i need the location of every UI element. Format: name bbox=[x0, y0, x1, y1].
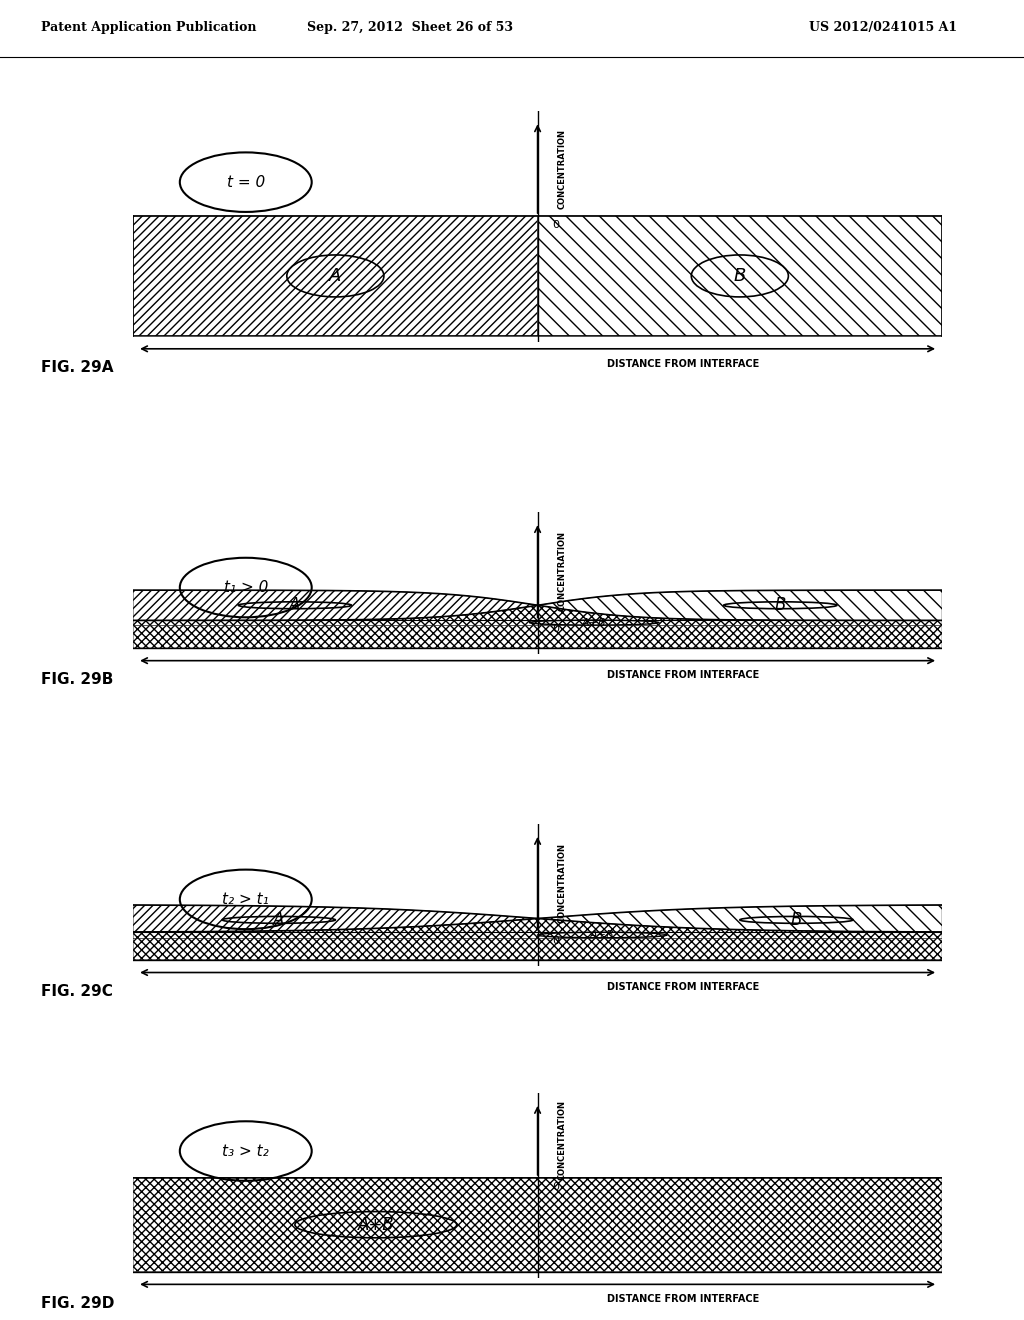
Text: FIG. 29D: FIG. 29D bbox=[41, 1296, 115, 1311]
Text: A: A bbox=[289, 597, 301, 614]
Text: 0: 0 bbox=[552, 219, 559, 230]
Text: A+B: A+B bbox=[357, 1216, 394, 1234]
Text: A: A bbox=[329, 267, 342, 285]
Text: CONCENTRATION: CONCENTRATION bbox=[558, 843, 567, 923]
Text: 0: 0 bbox=[552, 624, 559, 634]
Text: A: A bbox=[273, 911, 285, 929]
Text: Patent Application Publication: Patent Application Publication bbox=[41, 21, 256, 34]
Text: FIG. 29C: FIG. 29C bbox=[41, 985, 113, 999]
Text: t₃ > t₂: t₃ > t₂ bbox=[222, 1143, 269, 1159]
Text: B: B bbox=[791, 911, 802, 929]
Text: t = 0: t = 0 bbox=[226, 174, 265, 190]
Text: DISTANCE FROM INTERFACE: DISTANCE FROM INTERFACE bbox=[607, 671, 760, 681]
Text: 0: 0 bbox=[552, 1181, 559, 1192]
Text: CONCENTRATION: CONCENTRATION bbox=[558, 128, 567, 209]
Text: US 2012/0241015 A1: US 2012/0241015 A1 bbox=[809, 21, 957, 34]
Text: FIG. 29B: FIG. 29B bbox=[41, 672, 114, 688]
Text: CONCENTRATION: CONCENTRATION bbox=[558, 531, 567, 611]
Text: DISTANCE FROM INTERFACE: DISTANCE FROM INTERFACE bbox=[607, 359, 760, 368]
Text: Sep. 27, 2012  Sheet 26 of 53: Sep. 27, 2012 Sheet 26 of 53 bbox=[306, 21, 513, 34]
Text: A+B: A+B bbox=[582, 618, 606, 627]
Text: t₂ > t₁: t₂ > t₁ bbox=[222, 892, 269, 907]
Text: 0: 0 bbox=[552, 936, 559, 946]
Text: t₁ > 0: t₁ > 0 bbox=[223, 579, 268, 595]
Text: A+B: A+B bbox=[590, 931, 614, 940]
Text: CONCENTRATION: CONCENTRATION bbox=[558, 1101, 567, 1180]
Text: B: B bbox=[733, 267, 746, 285]
Text: DISTANCE FROM INTERFACE: DISTANCE FROM INTERFACE bbox=[607, 982, 760, 993]
Text: DISTANCE FROM INTERFACE: DISTANCE FROM INTERFACE bbox=[607, 1294, 760, 1304]
Text: B: B bbox=[774, 597, 786, 614]
Text: FIG. 29A: FIG. 29A bbox=[41, 360, 114, 375]
